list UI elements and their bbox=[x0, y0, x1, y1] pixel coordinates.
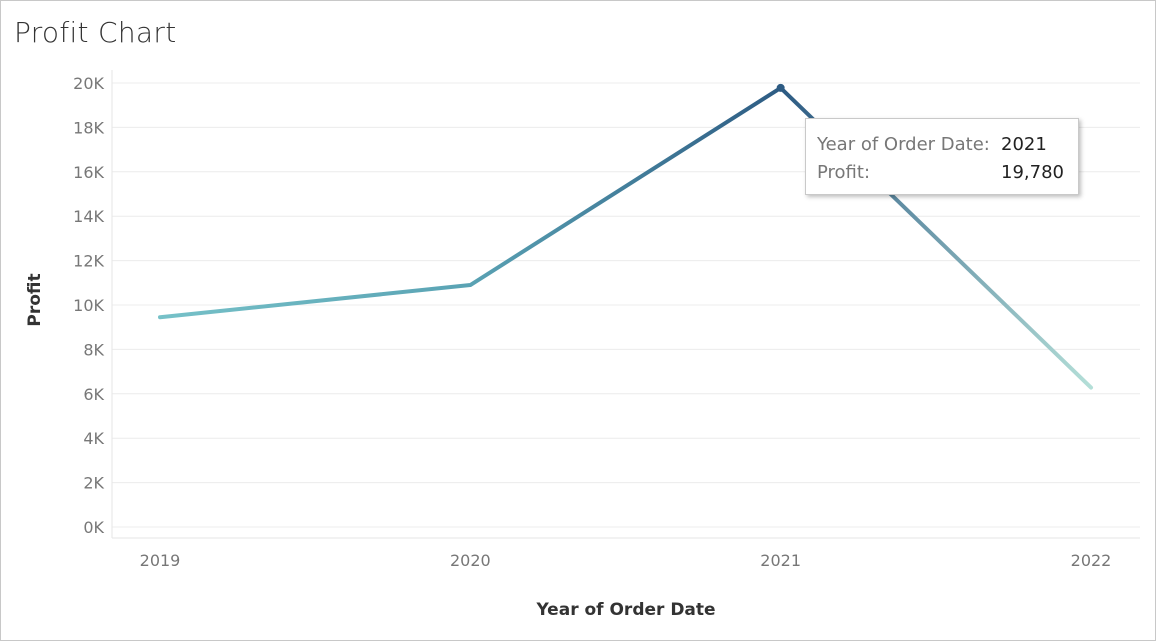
y-tick-label: 12K bbox=[73, 252, 104, 271]
chart-title: Profit Chart bbox=[14, 16, 177, 49]
x-tick-label: 2019 bbox=[140, 551, 181, 570]
tooltip-profit-value: 19,780 bbox=[1001, 162, 1064, 183]
y-tick-label: 20K bbox=[73, 74, 104, 93]
x-axis-ticks: 2019 2020 2021 2022 bbox=[140, 551, 1112, 570]
x-tick-label: 2022 bbox=[1071, 551, 1112, 570]
profit-line bbox=[158, 85, 1093, 390]
tooltip-year-value: 2021 bbox=[1001, 134, 1047, 155]
tooltip-profit-label: Profit: bbox=[817, 162, 871, 183]
tooltip-year-label: Year of Order Date: bbox=[817, 134, 990, 155]
y-axis-ticks: 0K 2K 4K 6K 8K 10K 12K 14K 16K 18K 20K bbox=[73, 74, 104, 537]
y-tick-label: 8K bbox=[83, 340, 104, 359]
y-tick-label: 16K bbox=[73, 163, 104, 182]
data-point-2021[interactable] bbox=[776, 83, 785, 92]
tooltip-row-year: Year of Order Date: 2021 bbox=[817, 134, 1047, 155]
y-tick-label: 6K bbox=[83, 385, 104, 404]
y-tick-label: 0K bbox=[83, 518, 104, 537]
y-tick-label: 18K bbox=[73, 118, 104, 137]
x-tick-label: 2021 bbox=[760, 551, 801, 570]
tooltip: Year of Order Date: 2021 Profit: 19,780 bbox=[805, 118, 1079, 195]
x-axis-title: Year of Order Date bbox=[535, 600, 715, 620]
series-profit bbox=[158, 83, 1093, 390]
y-axis-title: Profit bbox=[25, 273, 45, 326]
y-tick-label: 2K bbox=[83, 474, 104, 493]
y-tick-label: 14K bbox=[73, 207, 104, 226]
x-tick-label: 2020 bbox=[450, 551, 491, 570]
y-tick-label: 4K bbox=[83, 429, 104, 448]
tooltip-row-profit: Profit: 19,780 bbox=[817, 162, 1064, 183]
y-tick-label: 10K bbox=[73, 296, 104, 315]
